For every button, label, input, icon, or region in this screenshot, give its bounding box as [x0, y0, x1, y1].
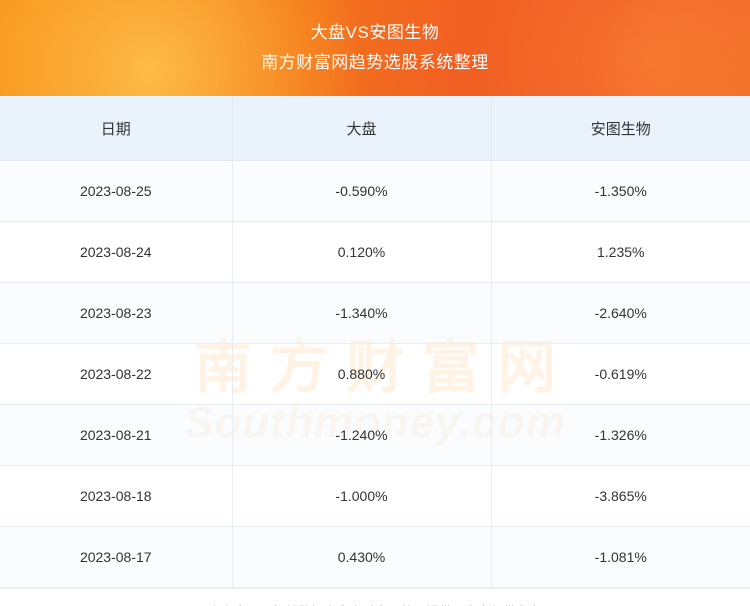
- cell-date: 2023-08-23: [0, 282, 233, 344]
- page-subtitle: 南方财富网趋势选股系统整理: [261, 53, 489, 72]
- cell-stock: -1.350%: [491, 160, 750, 222]
- cell-date: 2023-08-25: [0, 160, 233, 222]
- table-header: 日期 大盘 安图生物: [0, 96, 750, 161]
- cell-date: 2023-08-21: [0, 404, 233, 466]
- cell-index: -1.000%: [232, 465, 492, 527]
- table-row: 2023-08-25 -0.590% -1.350%: [0, 160, 750, 222]
- page-title: 大盘VS安图生物: [310, 23, 440, 42]
- cell-date: 2023-08-18: [0, 465, 233, 527]
- footer-note: 以上上市公司相关数据由南方财富网整理提供，内容仅供参考。: [196, 601, 554, 606]
- cell-stock: -2.640%: [491, 282, 750, 344]
- table-header-row: 日期 大盘 安图生物: [0, 96, 750, 161]
- cell-index: 0.880%: [232, 343, 492, 405]
- cell-stock: -3.865%: [491, 465, 750, 527]
- header-banner: 大盘VS安图生物 南方财富网趋势选股系统整理: [0, 0, 750, 96]
- cell-date: 2023-08-17: [0, 526, 233, 588]
- cell-date: 2023-08-22: [0, 343, 233, 405]
- table-row: 2023-08-21 -1.240% -1.326%: [0, 404, 750, 466]
- table-row: 2023-08-17 0.430% -1.081%: [0, 526, 750, 588]
- header-content: 大盘VS安图生物 南方财富网趋势选股系统整理: [0, 0, 750, 96]
- table-row: 2023-08-23 -1.340% -2.640%: [0, 282, 750, 344]
- cell-index: 0.430%: [232, 526, 492, 588]
- cell-index: 0.120%: [232, 221, 492, 283]
- table-row: 2023-08-22 0.880% -0.619%: [0, 343, 750, 405]
- footer: 以上上市公司相关数据由南方财富网整理提供，内容仅供参考。: [0, 588, 750, 606]
- cell-index: -1.240%: [232, 404, 492, 466]
- cell-stock: -1.326%: [491, 404, 750, 466]
- cell-index: -1.340%: [232, 282, 492, 344]
- cell-index: -0.590%: [232, 160, 492, 222]
- cell-stock: -1.081%: [491, 526, 750, 588]
- cell-date: 2023-08-24: [0, 221, 233, 283]
- table-row: 2023-08-24 0.120% 1.235%: [0, 221, 750, 283]
- table-body: 2023-08-25 -0.590% -1.350% 2023-08-24 0.…: [0, 160, 750, 588]
- cell-stock: -0.619%: [491, 343, 750, 405]
- cell-stock: 1.235%: [491, 221, 750, 283]
- table-row: 2023-08-18 -1.000% -3.865%: [0, 465, 750, 527]
- column-header-index: 大盘: [232, 96, 492, 161]
- column-header-date: 日期: [0, 96, 233, 161]
- comparison-table-wrapper: 日期 大盘 安图生物 2023-08-25 -0.590% -1.350% 20…: [0, 96, 750, 588]
- comparison-table: 日期 大盘 安图生物 2023-08-25 -0.590% -1.350% 20…: [0, 96, 750, 588]
- column-header-stock: 安图生物: [491, 96, 750, 161]
